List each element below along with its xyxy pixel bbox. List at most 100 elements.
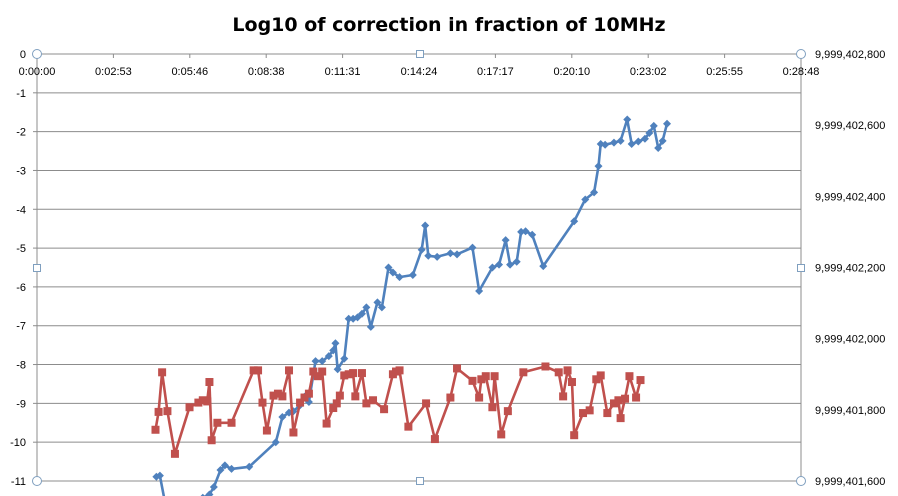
data-point: [357, 369, 366, 378]
data-point: [384, 263, 393, 272]
data-point: [497, 430, 506, 439]
data-point: [663, 119, 672, 128]
data-point: [289, 428, 298, 437]
data-point: [594, 162, 603, 171]
y2-tick-label: 9,999,401,600: [815, 476, 885, 488]
data-point: [554, 368, 563, 377]
data-point: [369, 396, 378, 405]
data-point: [344, 370, 353, 379]
data-point: [503, 407, 512, 416]
x-tick-label: 0:14:24: [401, 66, 438, 78]
data-point: [245, 462, 254, 471]
data-point: [634, 137, 643, 146]
x-tick-label: 0:11:31: [325, 66, 361, 78]
y-tick-label: -10: [10, 437, 26, 449]
data-point: [501, 236, 510, 245]
y-tick-label: -3: [16, 165, 26, 177]
data-point: [506, 260, 515, 269]
y-tick-label: 0: [20, 49, 26, 61]
data-point: [481, 372, 490, 381]
x-tick-label: 0:00:00: [19, 66, 56, 78]
data-point: [521, 227, 530, 236]
data-point: [300, 393, 309, 402]
y-tick-label: -6: [16, 282, 26, 294]
data-point: [658, 136, 667, 145]
data-point: [424, 251, 433, 260]
data-point: [340, 371, 349, 380]
x-tick-label: 0:23:02: [630, 66, 667, 78]
data-point: [311, 357, 320, 366]
data-point: [203, 397, 212, 406]
data-point: [207, 436, 216, 445]
data-point: [468, 376, 477, 385]
data-point: [559, 392, 568, 401]
data-point: [262, 426, 271, 435]
data-point: [227, 418, 236, 427]
data-point: [269, 391, 278, 400]
data-point: [475, 286, 484, 295]
data-point: [329, 404, 338, 413]
data-point: [285, 366, 294, 375]
data-point: [278, 392, 287, 401]
data-point: [596, 371, 605, 380]
x-tick-label: 0:08:38: [248, 66, 285, 78]
data-point: [278, 412, 287, 421]
y-tick-label: -4: [16, 204, 26, 216]
selection-handle: [797, 264, 805, 272]
data-point: [380, 405, 389, 414]
data-point: [194, 398, 203, 407]
data-point: [430, 435, 439, 444]
data-point: [433, 252, 442, 261]
data-point: [640, 134, 649, 143]
data-point: [495, 260, 504, 269]
data-point: [349, 369, 358, 378]
data-point: [645, 128, 654, 137]
y2-tick-label: 9,999,402,000: [815, 334, 885, 346]
data-point: [254, 366, 263, 375]
data-point: [377, 303, 386, 312]
data-point: [213, 418, 222, 427]
data-point: [417, 245, 426, 254]
data-point: [654, 143, 663, 152]
x-tick-label: 0:20:10: [553, 66, 590, 78]
data-point: [333, 365, 342, 374]
x-tick-label: 0:25:55: [706, 66, 743, 78]
data-point: [185, 403, 194, 412]
data-point: [627, 140, 636, 149]
data-point: [216, 465, 225, 474]
data-point: [636, 376, 645, 385]
data-point: [453, 364, 462, 373]
data-point: [585, 406, 594, 415]
data-point: [155, 471, 164, 480]
data-point: [362, 303, 371, 312]
data-point: [395, 273, 404, 282]
data-point: [200, 493, 206, 496]
x-tick-label: 0:05:46: [171, 66, 208, 78]
selection-handle: [416, 477, 424, 485]
data-point: [592, 375, 601, 384]
data-point: [331, 339, 340, 348]
data-point: [158, 368, 167, 377]
data-point: [205, 490, 214, 496]
selection-handle: [796, 476, 806, 486]
data-point: [198, 396, 207, 405]
data-point: [621, 394, 630, 403]
data-point: [324, 352, 333, 361]
y2-tick-label: 9,999,402,200: [815, 263, 885, 275]
data-point: [220, 461, 229, 470]
data-point: [318, 367, 327, 376]
data-point: [209, 483, 218, 492]
data-point: [313, 372, 322, 381]
data-point: [357, 309, 366, 318]
data-point: [422, 399, 431, 408]
x-tick-label: 0:02:53: [95, 66, 132, 78]
data-point: [332, 399, 341, 408]
data-point: [488, 263, 497, 272]
data-point: [351, 392, 360, 401]
data-point: [366, 322, 375, 331]
data-point: [388, 268, 397, 277]
data-point: [539, 262, 548, 271]
data-point: [590, 188, 599, 197]
data-point: [205, 378, 214, 387]
